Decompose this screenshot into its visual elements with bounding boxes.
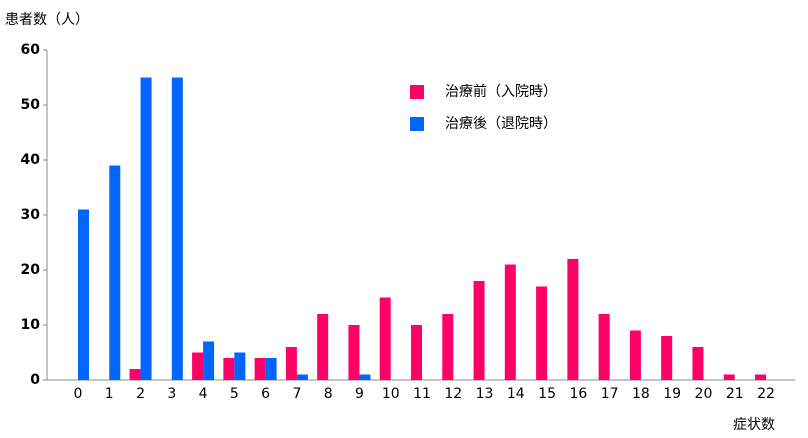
x-axis-label: 症状数 — [733, 417, 775, 433]
x-tick-label: 2 — [136, 386, 145, 402]
legend-label: 治療前（入院時） — [445, 83, 557, 100]
y-tick-label: 60 — [21, 42, 41, 58]
x-tick-label: 14 — [507, 386, 525, 402]
bar — [223, 358, 235, 380]
x-tick-label: 6 — [261, 386, 270, 402]
bar — [265, 358, 277, 380]
y-tick-label: 0 — [30, 372, 40, 388]
y-tick-label: 50 — [21, 97, 41, 113]
x-tick-label: 21 — [726, 386, 744, 402]
bar — [78, 209, 89, 380]
x-tick-label: 9 — [355, 386, 364, 402]
bar — [504, 264, 516, 380]
y-axis-label: 患者数（人） — [5, 12, 89, 28]
y-tick-label: 30 — [21, 207, 41, 223]
y-tick-label: 20 — [21, 262, 41, 278]
x-tick-label: 1 — [105, 386, 114, 402]
x-tick-label: 17 — [601, 386, 619, 402]
bar — [442, 314, 454, 380]
x-tick-label: 13 — [476, 386, 494, 402]
x-tick-label: 10 — [382, 386, 400, 402]
bar — [473, 281, 485, 380]
bar — [598, 314, 610, 380]
bar — [140, 77, 152, 380]
x-tick-label: 12 — [444, 386, 462, 402]
x-tick-label: 8 — [324, 386, 333, 402]
x-tick-label: 18 — [632, 386, 650, 402]
x-tick-label: 3 — [167, 386, 176, 402]
y-tick-label: 40 — [21, 152, 41, 168]
bar — [536, 286, 548, 380]
bar — [203, 341, 215, 380]
bar — [285, 347, 297, 380]
x-tick-label: 11 — [413, 386, 431, 402]
x-tick-label: 19 — [663, 386, 681, 402]
bar — [567, 259, 579, 380]
bar — [379, 297, 391, 380]
y-tick-label: 10 — [21, 317, 41, 333]
bar — [234, 352, 246, 380]
bar — [129, 369, 141, 380]
x-tick-label: 15 — [538, 386, 556, 402]
x-tick-label: 0 — [74, 386, 83, 402]
bar — [296, 374, 308, 380]
bar — [348, 325, 360, 380]
legend-swatch — [410, 85, 424, 99]
bar — [317, 314, 329, 380]
bar — [629, 330, 641, 380]
legend-swatch — [410, 117, 424, 131]
bar — [661, 336, 673, 380]
x-tick-label: 4 — [199, 386, 208, 402]
bar — [171, 77, 183, 380]
bar — [723, 374, 735, 380]
x-tick-label: 5 — [230, 386, 239, 402]
x-tick-label: 20 — [695, 386, 713, 402]
x-tick-label: 22 — [757, 386, 775, 402]
bar — [254, 358, 266, 380]
x-tick-label: 7 — [292, 386, 301, 402]
legend-label: 治療後（退院時） — [445, 115, 557, 132]
bar — [411, 325, 422, 380]
bar — [359, 374, 371, 380]
bar — [692, 347, 704, 380]
bar — [192, 352, 204, 380]
bar — [755, 374, 766, 380]
bar — [109, 165, 121, 380]
x-tick-label: 16 — [569, 386, 587, 402]
